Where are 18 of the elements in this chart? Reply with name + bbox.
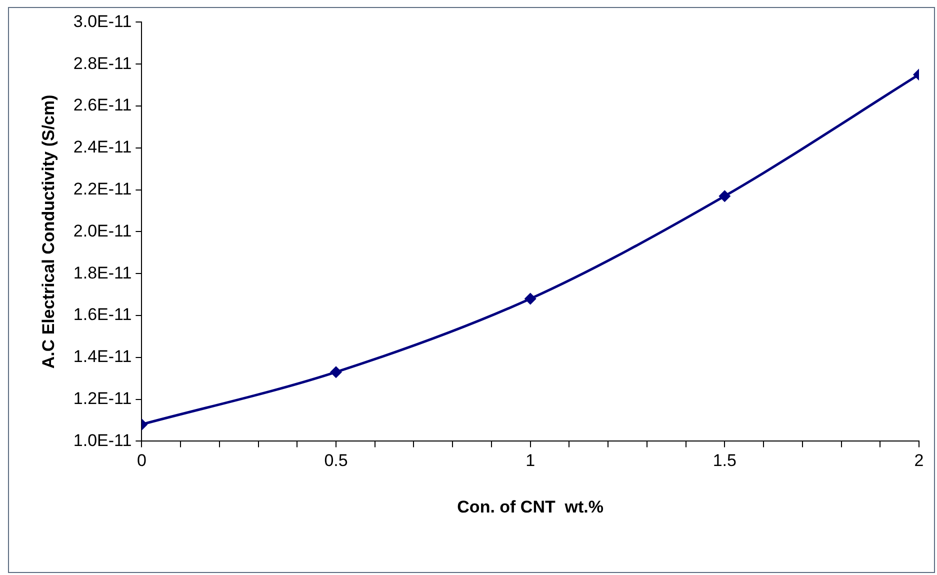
x-tick-label: 0.5 — [324, 451, 348, 470]
x-tick-label: 2 — [914, 451, 924, 470]
y-tick-label: 1.2E-11 — [73, 388, 132, 408]
y-tick-label: 2.2E-11 — [73, 179, 132, 198]
y-tick-label: 1.4E-11 — [73, 347, 132, 366]
x-axis-title: Con. of CNT wt.% — [457, 497, 604, 516]
y-tick-label: 3.0E-11 — [73, 12, 132, 31]
y-tick-label: 2.8E-11 — [73, 54, 132, 73]
y-tick-label: 2.0E-11 — [73, 221, 132, 240]
y-tick-label: 1.6E-11 — [73, 305, 132, 324]
x-tick-label: 0 — [136, 451, 146, 470]
y-tick-label: 2.4E-11 — [73, 138, 132, 157]
y-axis-title: A.C Electrical Conductivity (S/cm) — [38, 94, 58, 369]
y-tick-label: 1.8E-11 — [73, 263, 132, 282]
x-tick-label: 1 — [526, 451, 536, 470]
y-tick-label: 2.6E-11 — [73, 96, 132, 115]
y-tick-label: 1.0E-11 — [73, 430, 132, 450]
x-tick-label: 1.5 — [712, 451, 736, 470]
